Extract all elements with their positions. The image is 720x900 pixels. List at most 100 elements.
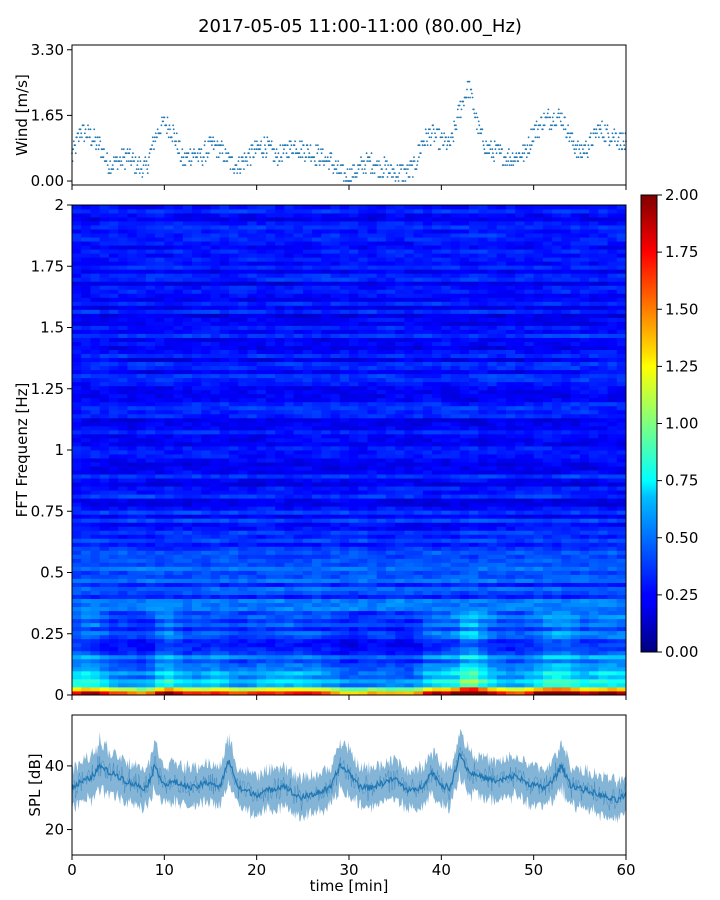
wind-point [305, 156, 308, 159]
wind-point [397, 180, 400, 182]
spectrogram-cell [441, 578, 451, 583]
wind-point [328, 168, 330, 171]
spectrogram-cell [164, 478, 174, 483]
spectrogram-cell [238, 618, 248, 624]
spectrogram-cell [182, 530, 193, 535]
spectrogram-cell [413, 494, 424, 499]
spectrogram-cell [127, 590, 138, 595]
spectrogram-cell [99, 466, 110, 471]
spectrogram-cell [533, 482, 544, 487]
spectrogram-cell [478, 586, 488, 591]
wind-point [623, 144, 626, 147]
spectrogram-cell [367, 554, 378, 559]
spectrogram-cell [72, 602, 82, 608]
spectrogram-cell [496, 445, 507, 451]
spectrogram-cell [219, 526, 230, 531]
wind-point [360, 160, 363, 163]
wind-point [617, 136, 620, 139]
wind-point [191, 152, 194, 155]
spectrogram-cell [367, 530, 378, 535]
spectrogram-cell [81, 530, 91, 535]
spectrogram-cell [404, 670, 415, 676]
spectrogram-cell [432, 634, 442, 640]
wind-point [288, 140, 291, 143]
spectrogram-cell [321, 450, 331, 455]
spectrogram-cell [192, 470, 202, 475]
spectrogram-cell [432, 574, 442, 579]
spectrogram-cell [422, 562, 433, 567]
wind-point [621, 148, 624, 151]
spectrogram-cell [395, 618, 405, 624]
spectrogram-cell [570, 546, 581, 551]
spectrogram-cell [432, 670, 442, 676]
spectrogram-cell [238, 662, 248, 668]
spectrogram-cell [441, 646, 451, 652]
spectrogram-cell [173, 558, 184, 563]
wind-point [199, 156, 202, 159]
spectrogram-cell [459, 425, 470, 431]
spectrogram-cell [136, 622, 147, 628]
spectrogram-cell [330, 441, 341, 447]
spectrogram-cell [238, 582, 248, 587]
spectrogram-cell [441, 562, 451, 567]
spectrogram-cell [579, 662, 590, 668]
spectrogram-cell [182, 630, 193, 636]
wind-point [306, 144, 309, 147]
spectrogram-cell [367, 590, 378, 595]
spectrogram-cell [321, 686, 331, 692]
spectrogram-cell [385, 630, 396, 636]
spectrogram-cell [376, 578, 387, 583]
spectrogram-cell [441, 429, 451, 435]
wind-point [248, 152, 250, 155]
spectrogram-cell [542, 454, 553, 459]
spectrogram-cell [275, 598, 285, 604]
spectrogram-cell [561, 558, 571, 563]
spectrogram-cell [542, 606, 553, 612]
spectrogram-cell [284, 578, 294, 583]
wind-point [180, 156, 183, 159]
spectrogram-cell [108, 550, 119, 555]
spectrogram-cell [561, 482, 571, 487]
spectrogram-cell [561, 506, 571, 511]
spectrogram-cell [219, 474, 230, 479]
wind-point [371, 168, 373, 171]
spectrogram-cell [247, 610, 258, 616]
spectrogram-cell [302, 474, 313, 479]
spectrogram-cell [542, 610, 553, 616]
wind-point [317, 148, 320, 151]
wind-point [198, 148, 201, 151]
spectrogram-cell [395, 658, 405, 664]
spectrogram-cell [127, 670, 138, 676]
spectrogram-cell [192, 546, 202, 551]
spectrogram-cell [284, 441, 294, 447]
spectrogram-cell [469, 437, 479, 443]
wind-point [469, 96, 471, 99]
wind-point [394, 180, 397, 182]
spectrogram-cell [339, 670, 350, 676]
spectrogram-cell [118, 594, 128, 600]
spectrogram-cell [524, 666, 535, 672]
spectrogram-cell [321, 590, 331, 595]
spectrogram-cell [422, 462, 433, 467]
spectrogram-cell [533, 570, 544, 575]
spectrogram-cell [293, 610, 304, 616]
spectrogram-cell [385, 522, 396, 527]
spectrogram-cell [330, 622, 341, 628]
spectrogram-cell [99, 538, 110, 543]
spectrogram-cell [312, 502, 322, 507]
spectrogram-cell [533, 642, 544, 648]
spectrogram-cell [164, 486, 174, 491]
spectrogram-cell [561, 530, 571, 535]
spectrogram-cell [265, 526, 276, 531]
spectrogram-cell [385, 506, 396, 511]
spectrogram-cell [256, 486, 267, 491]
wind-point [233, 172, 236, 175]
wind-point [525, 148, 528, 151]
spectrogram-cell [598, 478, 608, 483]
wind-point [77, 140, 80, 143]
spectrogram-cell [228, 634, 239, 640]
spectrogram-cell [118, 682, 128, 688]
spectrogram-cell [256, 550, 267, 555]
spectrogram-cell [256, 538, 267, 543]
spectrogram-cell [542, 445, 553, 451]
